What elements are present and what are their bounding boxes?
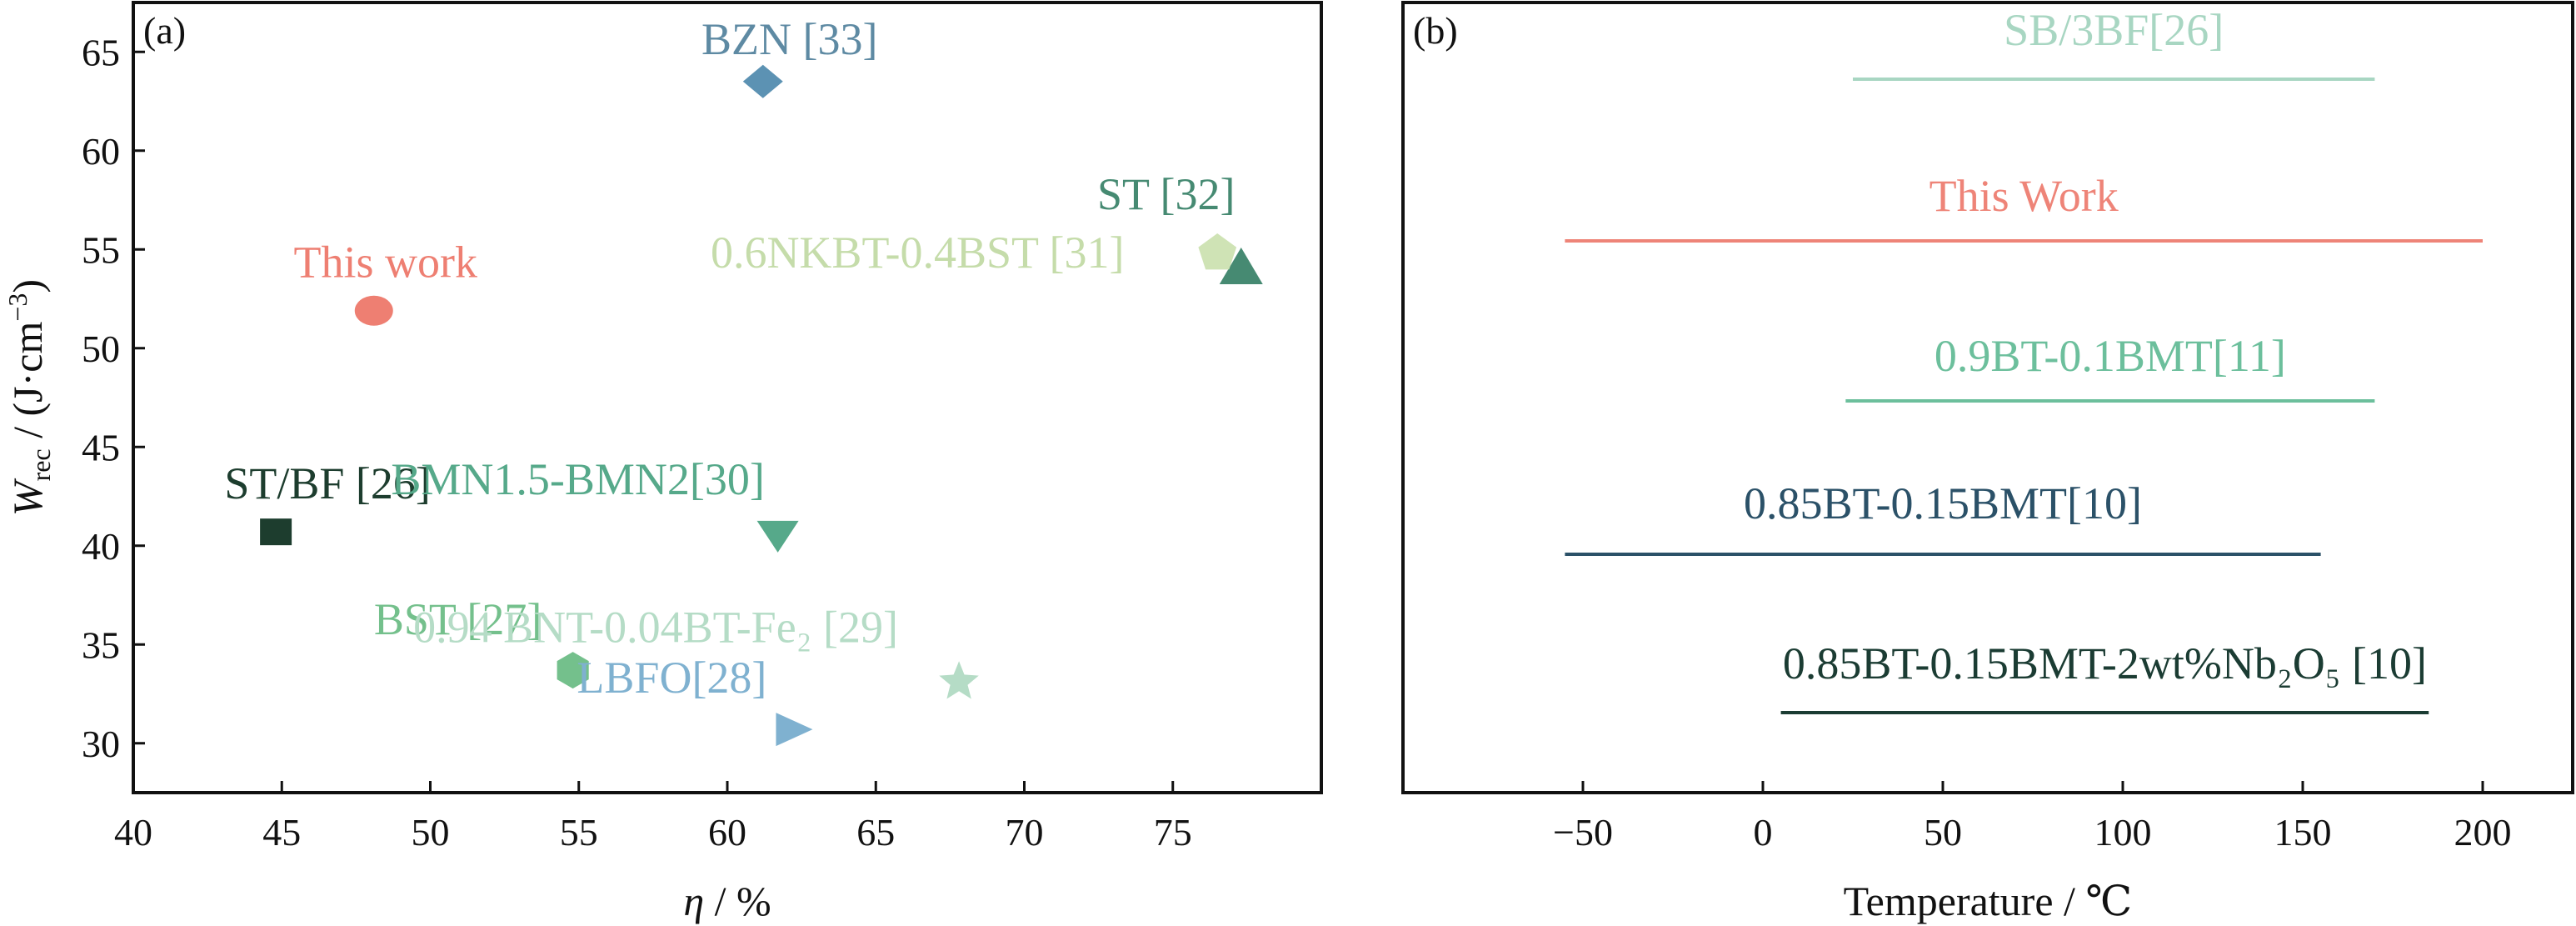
- point-label: 0.94 BNT-0.04BT-Fe₂ [29]: [413, 602, 898, 652]
- x-tick-label-a: 50: [412, 811, 450, 853]
- data-point-triangle-down: [756, 520, 799, 553]
- y-axis-title-a: Wrec / (J·cm−3): [2, 279, 56, 516]
- y-tick-label-a: 55: [82, 228, 120, 271]
- panel-a: (a) 40 45 50 55 60 65 70 75 30 35 40 45 50 55 60 65 BZ…: [2, 1, 1323, 924]
- data-point-star: [939, 661, 979, 699]
- point-label: LBFO[28]: [577, 653, 766, 703]
- panel-label-a: (a): [143, 9, 186, 52]
- data-point-pentagon: [1198, 233, 1237, 270]
- y-tick-label-a: 30: [82, 723, 120, 765]
- x-tick-label-b: 200: [2454, 811, 2512, 853]
- plot-frame-b: [1401, 1, 2574, 794]
- y-tick-label-a: 60: [82, 130, 120, 173]
- data-point-diamond: [742, 64, 783, 98]
- data-points-a: [260, 64, 1263, 747]
- point-label: BST [27]: [374, 594, 542, 644]
- point-label: ST/BF [26]: [224, 458, 431, 508]
- y-tick-label-a: 40: [82, 525, 120, 568]
- y-axis-a: 30 35 40 45 50 55 60 65: [82, 31, 145, 765]
- x-tick-label-a: 45: [262, 811, 301, 853]
- point-labels-a: BZN [33] ST [32] 0.6NKBT-0.4BST [31] This w…: [224, 14, 1235, 703]
- x-tick-label-b: 150: [2274, 811, 2332, 853]
- x-tick-label-b: −50: [1553, 811, 1613, 853]
- y-tick-label-a: 65: [82, 31, 120, 73]
- x-tick-label-a: 55: [560, 811, 598, 853]
- x-tick-label-a: 75: [1154, 811, 1192, 853]
- x-axis-title-a: η / %: [683, 878, 771, 924]
- x-tick-label-a: 70: [1006, 811, 1044, 853]
- range-label: 0.85BT-0.15BMT[10]: [1744, 478, 2142, 528]
- x-axis-a: 40 45 50 55 60 65 70 75: [114, 781, 1192, 853]
- range-label: 0.85BT-0.15BMT-2wt%Nb₂O₅ [10]: [1783, 638, 2427, 688]
- y-tick-label-a: 45: [82, 426, 120, 468]
- point-label: ST [32]: [1097, 169, 1236, 219]
- data-point-hexagon: [557, 652, 589, 689]
- x-tick-label-b: 50: [1924, 811, 1962, 853]
- y-tick-label-a: 50: [82, 328, 120, 370]
- x-tick-label-a: 65: [856, 811, 895, 853]
- point-label: 0.6NKBT-0.4BST [31]: [711, 228, 1125, 278]
- x-tick-label-a: 40: [114, 811, 152, 853]
- range-label: This Work: [1930, 171, 2119, 221]
- data-point-square: [260, 518, 292, 546]
- data-point-triangle-right: [776, 713, 813, 747]
- point-label: BMN1.5-BMN2[30]: [391, 454, 765, 504]
- panel-label-b: (b): [1413, 9, 1458, 52]
- y-tick-label-a: 35: [82, 623, 120, 666]
- data-point-triangle-up: [1219, 247, 1263, 284]
- x-axis-title-b: Temperature / ℃: [1844, 878, 2133, 924]
- point-label: This work: [294, 238, 477, 288]
- panel-b: (b) −50 0 50 100 150 200 SB/3BF[26] This Work 0…: [1401, 1, 2574, 924]
- x-tick-label-b: 100: [2094, 811, 2152, 853]
- range-label: 0.9BT-0.1BMT[11]: [1934, 331, 2286, 381]
- x-tick-label-a: 60: [708, 811, 746, 853]
- x-tick-label-b: 0: [1754, 811, 1773, 853]
- point-label: BZN [33]: [701, 14, 877, 64]
- data-point-circle: [354, 295, 393, 326]
- range-label: SB/3BF[26]: [2004, 5, 2224, 55]
- x-axis-b: −50 0 50 100 150 200: [1553, 781, 2512, 853]
- ranges-b: SB/3BF[26] This Work 0.9BT-0.1BMT[11] 0.85B…: [1565, 5, 2483, 714]
